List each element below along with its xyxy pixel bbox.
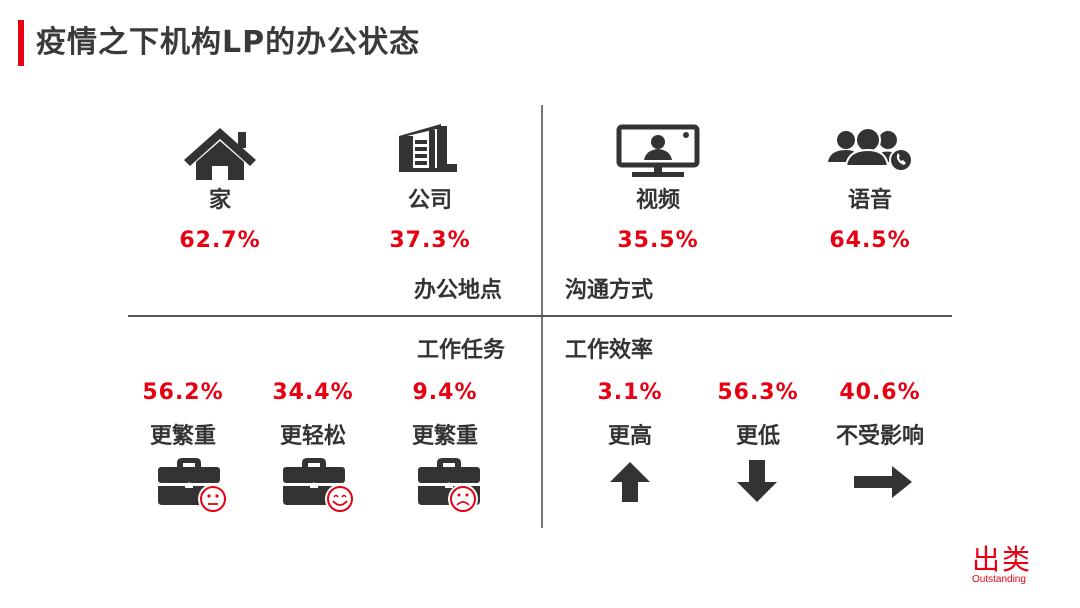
house-icon xyxy=(184,128,256,180)
section-label-work-tasks: 工作任务 xyxy=(417,338,506,363)
efficiency-item-unaffected xyxy=(852,464,914,500)
office-value-home: 62.7% xyxy=(179,228,261,253)
efficiency-label-higher: 更高 xyxy=(607,424,652,449)
page-title: 疫情之下机构LP的办公状态 xyxy=(36,25,421,60)
briefcase-smile-face-icon xyxy=(283,458,355,514)
office-item-company xyxy=(397,122,461,174)
voice-call-group-icon xyxy=(828,127,913,172)
task-label-easier: 更轻松 xyxy=(279,424,346,449)
section-label-work-efficiency: 工作效率 xyxy=(565,338,654,363)
title-accent-bar xyxy=(18,20,24,66)
arrow-right-icon xyxy=(854,466,912,498)
office-item-home xyxy=(180,124,260,180)
office-label-home: 家 xyxy=(208,188,231,213)
video-monitor-icon xyxy=(616,124,700,177)
comm-value-voice: 64.5% xyxy=(829,228,911,253)
efficiency-value-unaffected: 40.6% xyxy=(839,380,921,405)
efficiency-label-unaffected: 不受影响 xyxy=(835,424,924,449)
office-building-icon xyxy=(399,124,457,172)
horizontal-divider xyxy=(128,315,952,317)
efficiency-label-lower: 更低 xyxy=(735,424,780,449)
comm-item-voice xyxy=(826,126,916,174)
task-value-easier: 34.4% xyxy=(272,380,354,405)
briefcase-neutral-face-icon xyxy=(158,458,228,514)
task-value-heavier-2: 9.4% xyxy=(412,380,478,405)
task-item-heavier-2 xyxy=(415,455,495,515)
office-label-company: 公司 xyxy=(407,188,452,213)
arrow-up-icon xyxy=(610,462,650,502)
efficiency-value-higher: 3.1% xyxy=(597,380,663,405)
arrow-down-icon xyxy=(737,460,777,502)
briefcase-sad-face-icon xyxy=(418,458,480,514)
logo-chinese: 出类 xyxy=(972,543,1033,576)
efficiency-item-lower xyxy=(735,458,779,504)
task-label-heavier-2: 更繁重 xyxy=(411,424,478,449)
efficiency-item-higher xyxy=(608,460,652,504)
office-value-company: 37.3% xyxy=(389,228,471,253)
task-value-heavier-1: 56.2% xyxy=(142,380,224,405)
section-label-communication: 沟通方式 xyxy=(565,278,654,303)
efficiency-value-lower: 56.3% xyxy=(717,380,799,405)
comm-label-video: 视频 xyxy=(635,188,680,213)
task-item-easier xyxy=(280,455,360,515)
task-item-heavier-1 xyxy=(155,455,235,515)
section-label-office-location: 办公地点 xyxy=(414,278,503,303)
comm-item-video xyxy=(616,124,700,178)
comm-label-voice: 语音 xyxy=(847,188,892,213)
task-label-heavier-1: 更繁重 xyxy=(149,424,216,449)
logo-english: Outstanding xyxy=(972,574,1026,585)
comm-value-video: 35.5% xyxy=(617,228,699,253)
